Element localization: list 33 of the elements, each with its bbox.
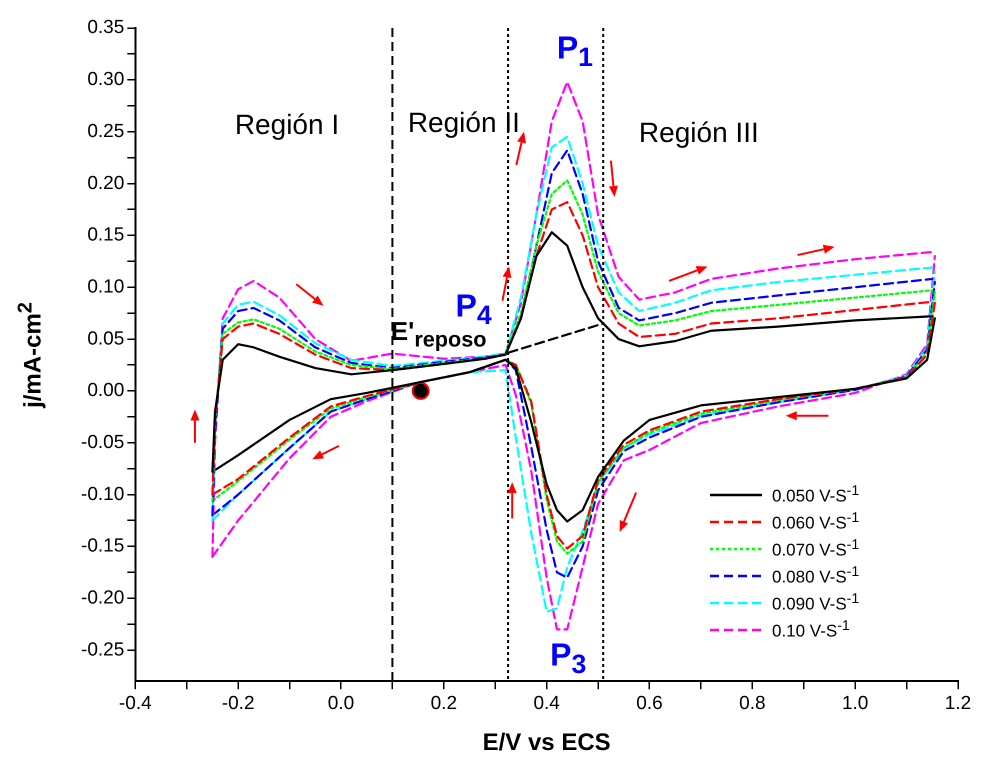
legend-label: 0.060 V-S$^{-1}$: [772, 510, 860, 534]
annotation: P$_{1}$: [556, 29, 594, 72]
y-tick-label: 0.30: [87, 69, 124, 90]
y-tick-label: 0.00: [87, 380, 124, 402]
x-tick-label: 0.6: [636, 692, 663, 714]
x-tick-label: 1.0: [842, 692, 868, 714]
y-tick-label: 0.25: [87, 120, 124, 142]
legend-label: 0.050 V-S$^{-1}$: [772, 482, 860, 507]
x-tick-label: -0.4: [118, 692, 152, 714]
y-tick-label: 0.10: [87, 276, 124, 298]
x-tick-label: -0.2: [222, 692, 255, 714]
legend-label: 0.10 V-S$^{-1}$: [772, 618, 850, 642]
x-tick-label: 1.2: [944, 692, 972, 714]
legend-label: 0.070 V-S$^{-1}$: [772, 536, 860, 561]
x-tick-label: 0.0: [328, 692, 354, 714]
y-tick-label: -0.15: [80, 536, 124, 557]
annotation: P$_{3}$: [550, 636, 586, 680]
x-tick-label: 0.4: [533, 692, 560, 714]
x-tick-label: 0.8: [739, 692, 766, 714]
legend-label: 0.090 V-S$^{-1}$: [772, 590, 860, 615]
annotation: Región III: [638, 116, 759, 148]
y-tick-label: -0.20: [80, 587, 124, 608]
y-tick-label: -0.10: [80, 484, 124, 505]
y-tick-label: -0.25: [80, 639, 124, 660]
y-tick-label: -0.05: [80, 432, 124, 453]
annotation: Región I: [234, 109, 340, 140]
x-axis-title: E/V vs ECS: [482, 729, 611, 758]
x-tick-label: 0.2: [430, 692, 458, 714]
legend-label: 0.080 V-S$^{-1}$: [772, 564, 860, 588]
y-tick-label: 0.35: [87, 17, 124, 38]
y-tick-label: 0.05: [87, 328, 124, 350]
y-tick-label: 0.15: [87, 224, 124, 246]
y-tick-label: 0.20: [87, 172, 124, 194]
